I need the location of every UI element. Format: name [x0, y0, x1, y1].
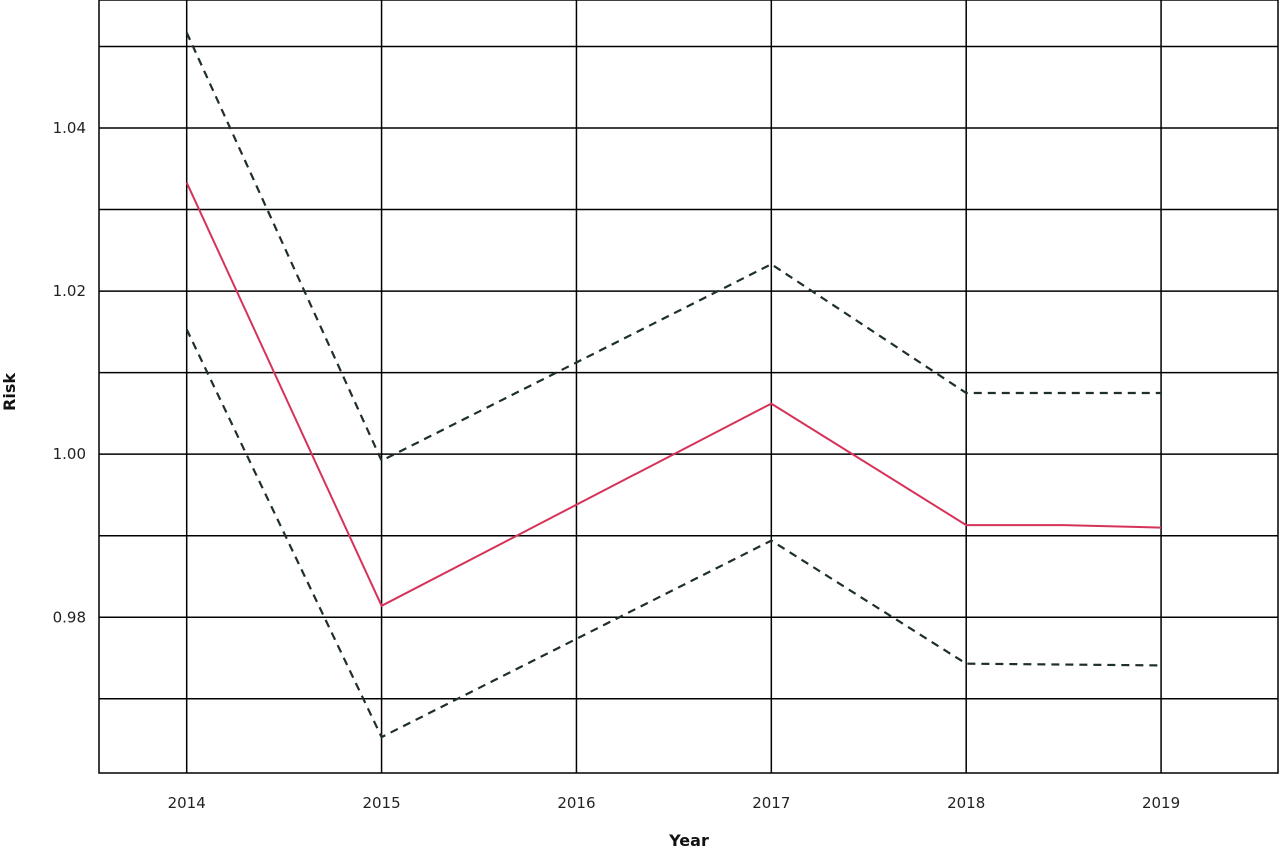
x-tick-label: 2016 [557, 794, 595, 812]
x-tick-label: 2017 [752, 794, 790, 812]
x-tick-labels: 2014 2015 2016 2017 2018 2019 [168, 794, 1181, 812]
plot-frame [98, 0, 1279, 774]
y-tick-label: 1.02 [53, 282, 86, 300]
x-tick-label: 2019 [1142, 794, 1180, 812]
y-tick-label: 1.04 [53, 119, 86, 137]
y-axis-title: Risk [0, 373, 19, 411]
x-tick-label: 2014 [168, 794, 206, 812]
x-axis-title: Year [668, 831, 709, 849]
series-layer [185, 32, 1162, 739]
y-tick-labels: 0.98 1.00 1.02 1.04 [53, 119, 86, 626]
x-gridlines [185, 0, 1162, 773]
y-tick-label: 1.00 [53, 445, 86, 463]
x-tick-label: 2018 [947, 794, 985, 812]
series-line-lower [185, 328, 1162, 739]
series-line-upper [185, 32, 1162, 462]
series-line-estimate [185, 182, 1162, 607]
y-gridlines [99, 45, 1278, 700]
x-tick-label: 2015 [362, 794, 400, 812]
y-tick-label: 0.98 [53, 608, 86, 626]
